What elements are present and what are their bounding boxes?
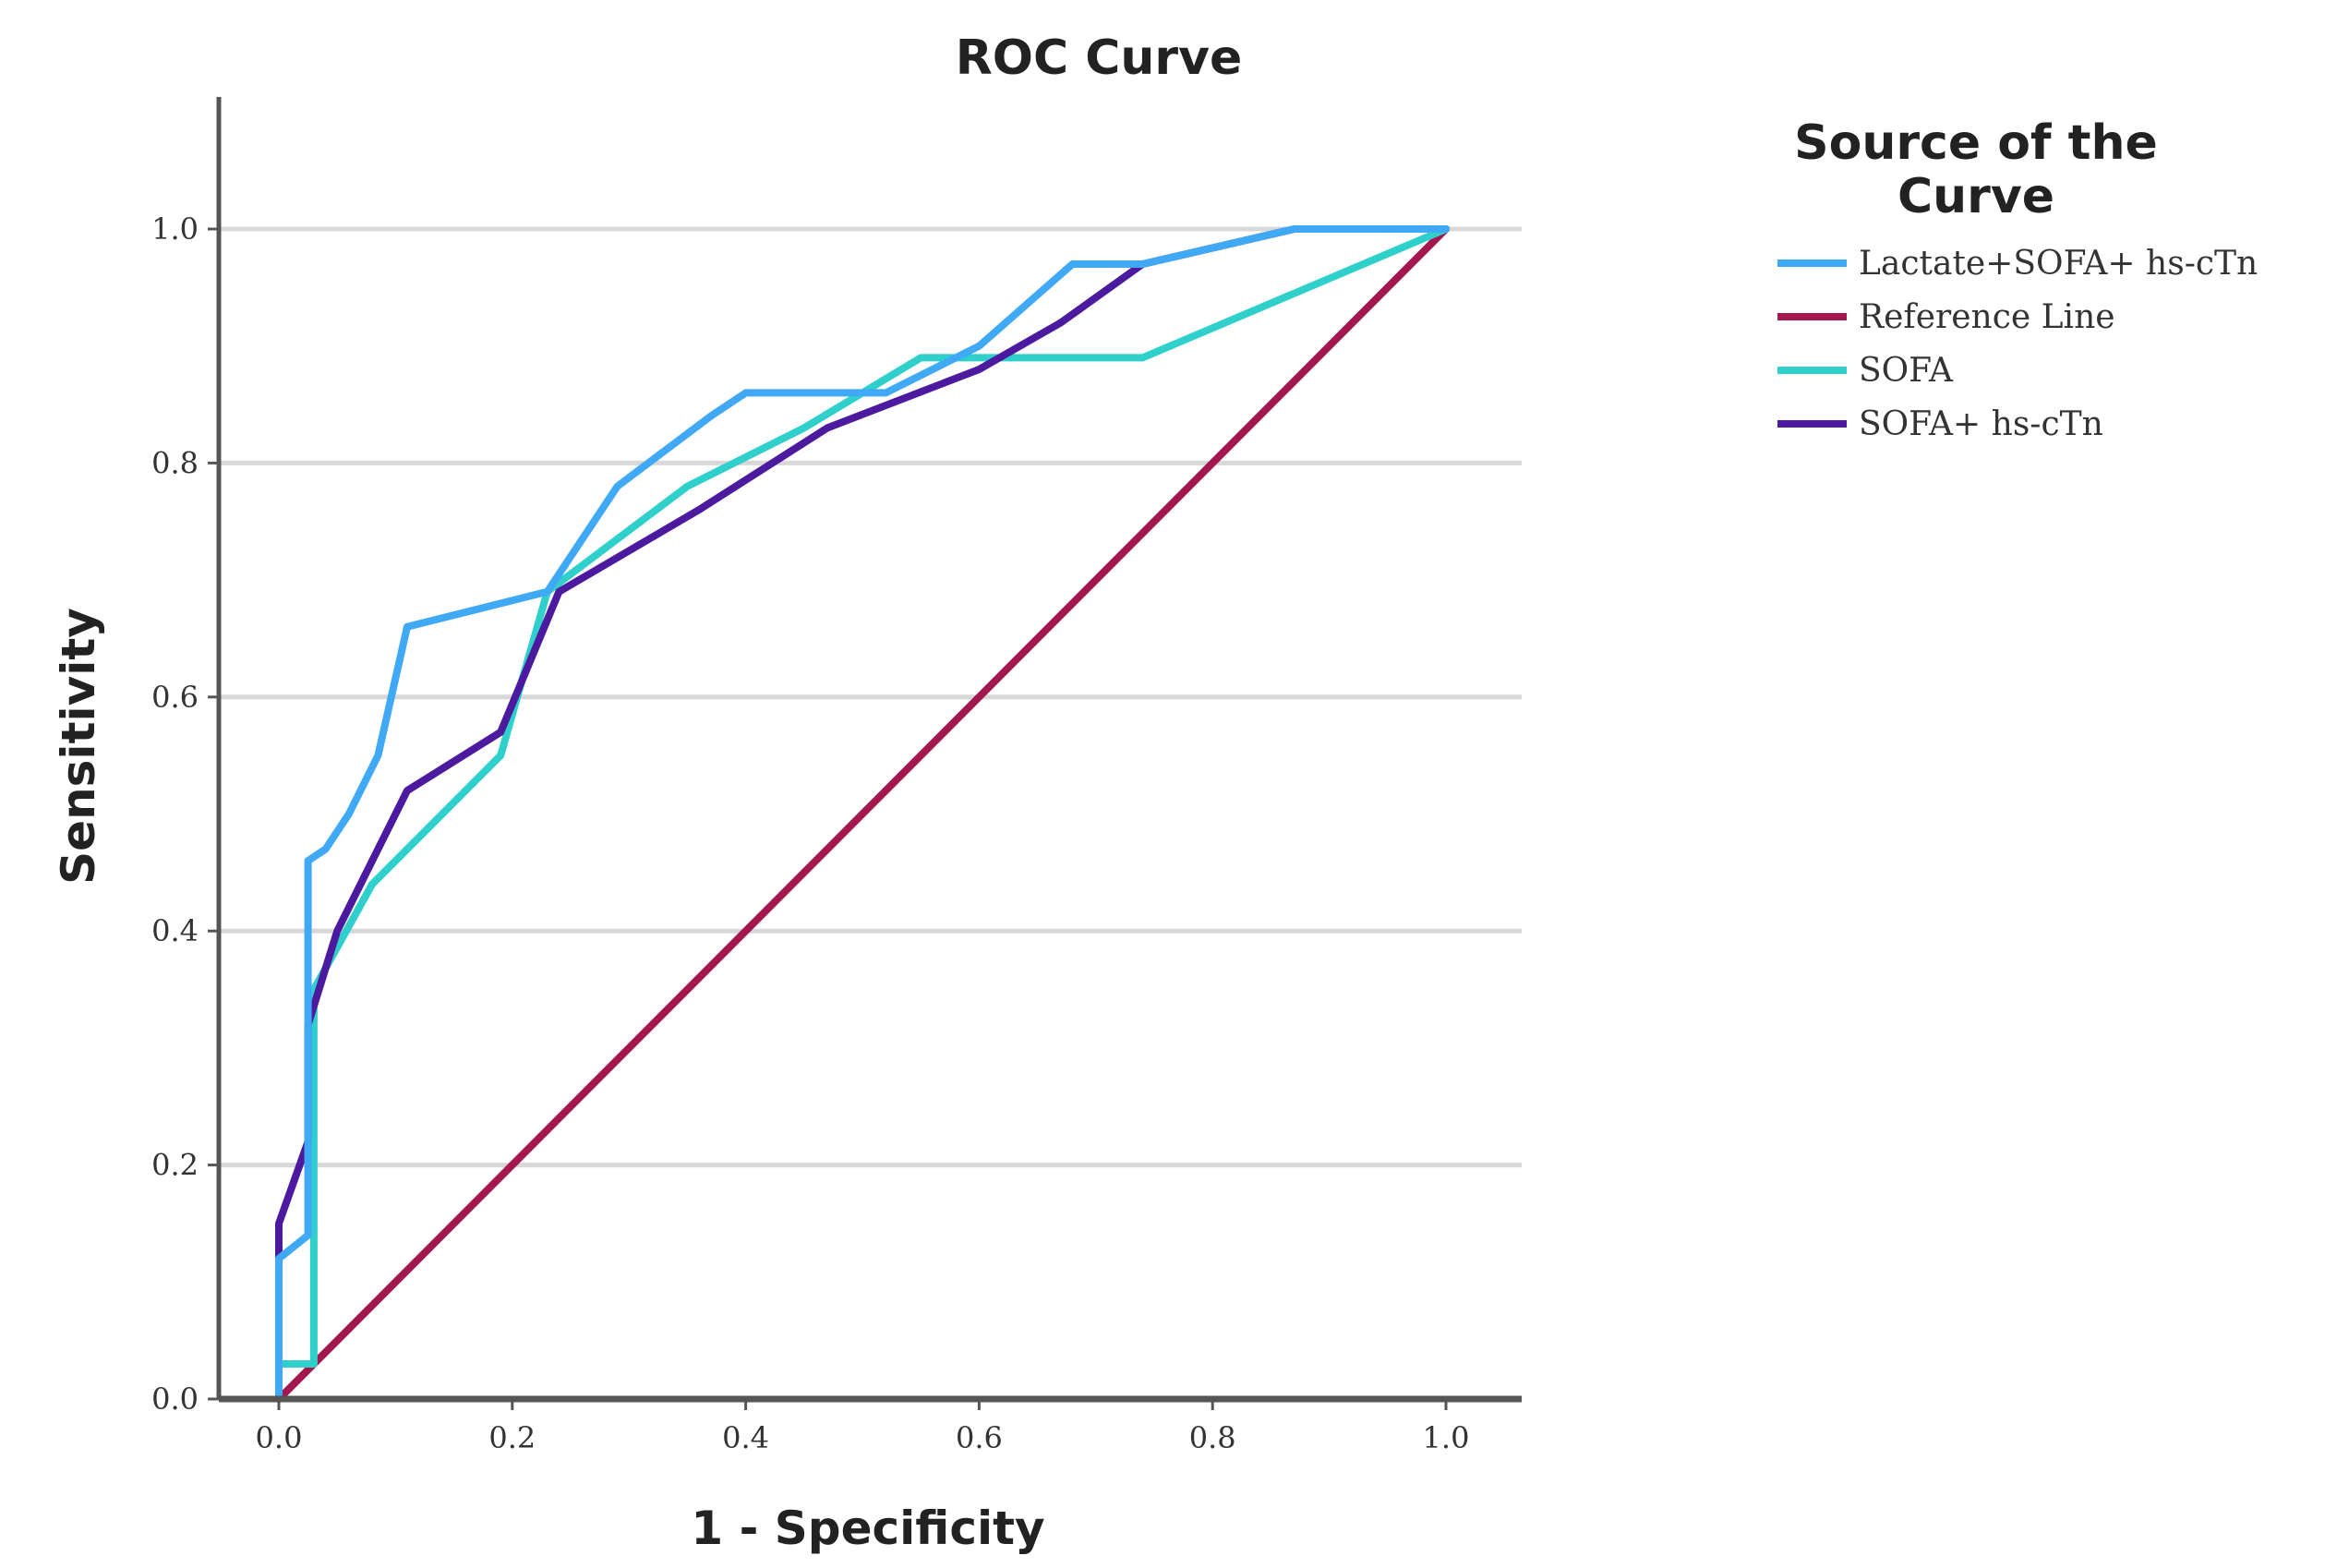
y-tick-label-5: 1.0 — [151, 211, 199, 247]
x-tick-label-3: 0.6 — [956, 1420, 1003, 1455]
axes — [216, 97, 1522, 1403]
x-tick-label-4: 0.8 — [1189, 1420, 1236, 1455]
x-tick-label-0: 0.0 — [256, 1420, 303, 1455]
legend: Source of the Curve Lactate+SOFA+ hs-cTn… — [1777, 115, 2258, 443]
y-tick-label-2: 0.4 — [151, 913, 199, 948]
legend-label-sofa-hs-ctn: SOFA+ hs-cTn — [1859, 405, 2103, 443]
plot-series — [275, 225, 1450, 1403]
y-tick-label-1: 0.2 — [151, 1148, 199, 1183]
chart-title: ROC Curve — [956, 30, 1243, 86]
x-tick-label-2: 0.4 — [722, 1420, 769, 1455]
gridlines — [219, 226, 1522, 1168]
legend-label-reference-line: Reference Line — [1859, 298, 2115, 336]
x-tick-label-1: 0.2 — [488, 1420, 536, 1455]
y-tick-label-3: 0.6 — [151, 680, 199, 715]
y-axis-label: Sensitivity — [52, 608, 105, 885]
legend-title-line-2: Curve — [1897, 169, 2054, 224]
series-line-reference-line — [275, 225, 1450, 1403]
legend-label-lactate-sofa-hs-ctn: Lactate+SOFA+ hs-cTn — [1859, 245, 2258, 283]
legend-label-sofa: SOFA — [1859, 352, 1954, 390]
legend-title-line-1: Source of the — [1794, 115, 2158, 171]
y-tick-labels: 0.0 0.2 0.4 0.6 0.8 1.0 — [151, 211, 219, 1417]
y-tick-label-0: 0.0 — [151, 1381, 199, 1417]
x-axis-label: 1 - Specificity — [691, 1502, 1044, 1555]
legend-items: Lactate+SOFA+ hs-cTn Reference Line SOFA SO… — [1777, 245, 2258, 443]
y-tick-label-4: 0.8 — [151, 445, 199, 480]
series-line-lactate-sofa-hs-ctn — [275, 225, 1450, 1403]
x-tick-label-5: 1.0 — [1423, 1420, 1470, 1455]
x-tick-labels: 0.0 0.2 0.4 0.6 0.8 1.0 — [256, 1399, 1470, 1455]
